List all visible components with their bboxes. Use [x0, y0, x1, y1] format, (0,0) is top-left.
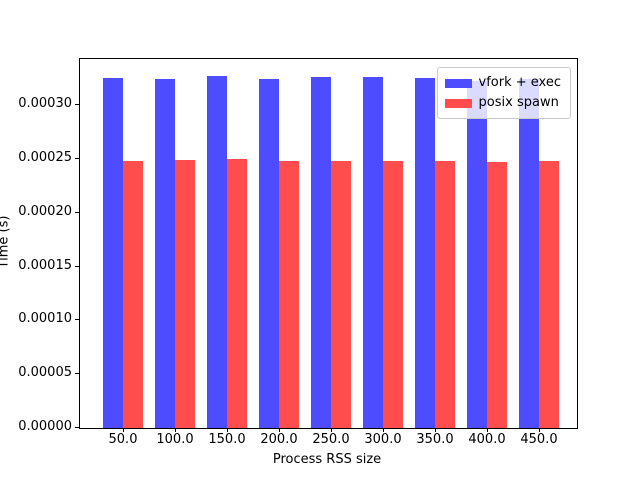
x-tick-label: 200.0 [260, 432, 298, 447]
x-tick-label: 400.0 [468, 432, 506, 447]
y-tick-mark [75, 265, 79, 267]
bar-posix-spawn-200-0 [279, 161, 299, 428]
bar-posix-spawn-150-0 [227, 159, 247, 428]
bar-vfork-exec-50-0 [103, 78, 123, 428]
x-tick-label: 50.0 [108, 432, 138, 447]
bar-vfork-exec-450-0 [519, 79, 539, 428]
bar-vfork-exec-350-0 [415, 78, 435, 428]
legend-swatch-posix-spawn [444, 98, 472, 108]
y-tick-mark [75, 427, 79, 428]
bar-vfork-exec-150-0 [207, 76, 227, 428]
bar-posix-spawn-350-0 [435, 161, 455, 428]
x-tick-label: 250.0 [312, 432, 350, 447]
bar-posix-spawn-50-0 [123, 161, 143, 428]
legend-label: vfork + exec [478, 75, 561, 90]
bar-posix-spawn-400-0 [487, 162, 507, 428]
y-tick-mark [75, 211, 79, 213]
y-tick-mark [75, 319, 79, 321]
y-tick-label: 0.00005 [18, 365, 72, 381]
y-tick-mark [75, 104, 79, 106]
plot-area: vfork + exec posix spawn [79, 58, 578, 429]
bar-vfork-exec-200-0 [259, 79, 279, 428]
legend-row: vfork + exec [444, 73, 561, 93]
x-tick-mark [279, 428, 280, 432]
bar-vfork-exec-100-0 [155, 79, 175, 428]
x-tick-mark [435, 428, 436, 432]
y-tick-label: 0.00020 [18, 203, 72, 219]
x-tick-label: 100.0 [156, 432, 194, 447]
legend-label: posix spawn [478, 95, 559, 110]
y-tick-label: 0.00025 [18, 150, 72, 166]
y-tick-mark [75, 158, 79, 160]
x-tick-mark [383, 428, 384, 432]
y-tick-label: 0.00000 [18, 419, 72, 434]
x-tick-mark [123, 428, 124, 432]
y-tick-mark [75, 373, 79, 375]
x-tick-label: 350.0 [416, 432, 454, 447]
x-axis-label: Process RSS size [272, 452, 382, 467]
x-tick-label: 150.0 [208, 432, 246, 447]
bar-posix-spawn-250-0 [331, 161, 351, 428]
bar-posix-spawn-100-0 [175, 160, 195, 428]
legend-swatch-vfork-exec [444, 78, 472, 88]
bar-vfork-exec-250-0 [311, 77, 331, 428]
x-tick-mark [227, 428, 228, 432]
legend-row: posix spawn [444, 93, 561, 113]
x-tick-label: 300.0 [364, 432, 402, 447]
y-tick-label: 0.00015 [18, 257, 72, 273]
x-tick-mark [487, 428, 488, 432]
y-tick-label: 0.00030 [18, 96, 72, 112]
x-tick-label: 450.0 [520, 432, 558, 447]
bar-posix-spawn-450-0 [539, 161, 559, 428]
legend: vfork + exec posix spawn [436, 67, 571, 119]
x-tick-mark [539, 428, 540, 432]
bar-vfork-exec-400-0 [467, 80, 487, 428]
bar-vfork-exec-300-0 [363, 77, 383, 428]
x-tick-mark [331, 428, 332, 432]
bar-posix-spawn-300-0 [383, 161, 403, 428]
x-tick-mark [175, 428, 176, 432]
y-tick-label: 0.00010 [18, 311, 72, 327]
